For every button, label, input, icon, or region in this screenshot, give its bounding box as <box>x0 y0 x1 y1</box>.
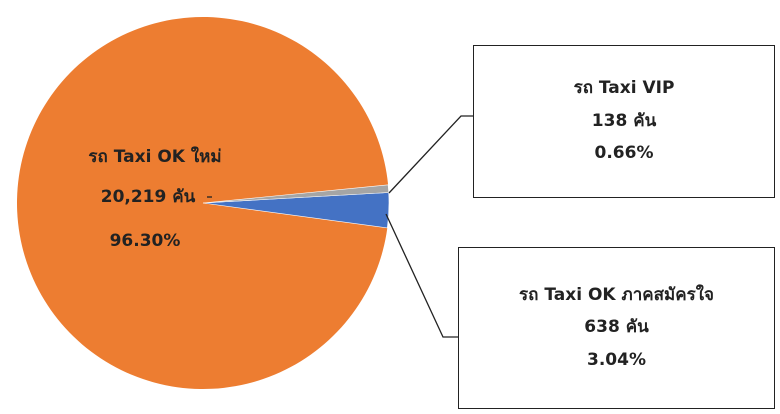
callout-percent-taxi-ok-voluntary: 3.04% <box>587 349 646 370</box>
callout-value-taxi-vip: 138 คัน <box>591 110 657 131</box>
slice-label-name-0: รถ Taxi OK ใหม่ <box>88 146 221 167</box>
callout-percent-taxi-vip: 0.66% <box>594 143 654 164</box>
pie-slice-0 <box>17 16 389 389</box>
callout-value-taxi-ok-voluntary: 638 คัน <box>584 317 649 338</box>
slice-label-percent-0: 96.30% <box>110 231 181 251</box>
leader-line-taxi-vip <box>388 115 473 194</box>
callout-box-taxi-vip: รถ Taxi VIP 138 คัน 0.66% <box>473 45 775 198</box>
callout-box-taxi-ok-voluntary: รถ Taxi OK ภาคสมัครใจ 638 คัน 3.04% <box>458 247 775 409</box>
slice-label-value-0: 20,219 คัน <box>101 187 196 207</box>
leader-line-taxi-ok-voluntary <box>385 213 458 338</box>
callout-name-taxi-vip: รถ Taxi VIP <box>573 78 675 99</box>
callout-name-taxi-ok-voluntary: รถ Taxi OK ภาคสมัครใจ <box>519 284 714 305</box>
